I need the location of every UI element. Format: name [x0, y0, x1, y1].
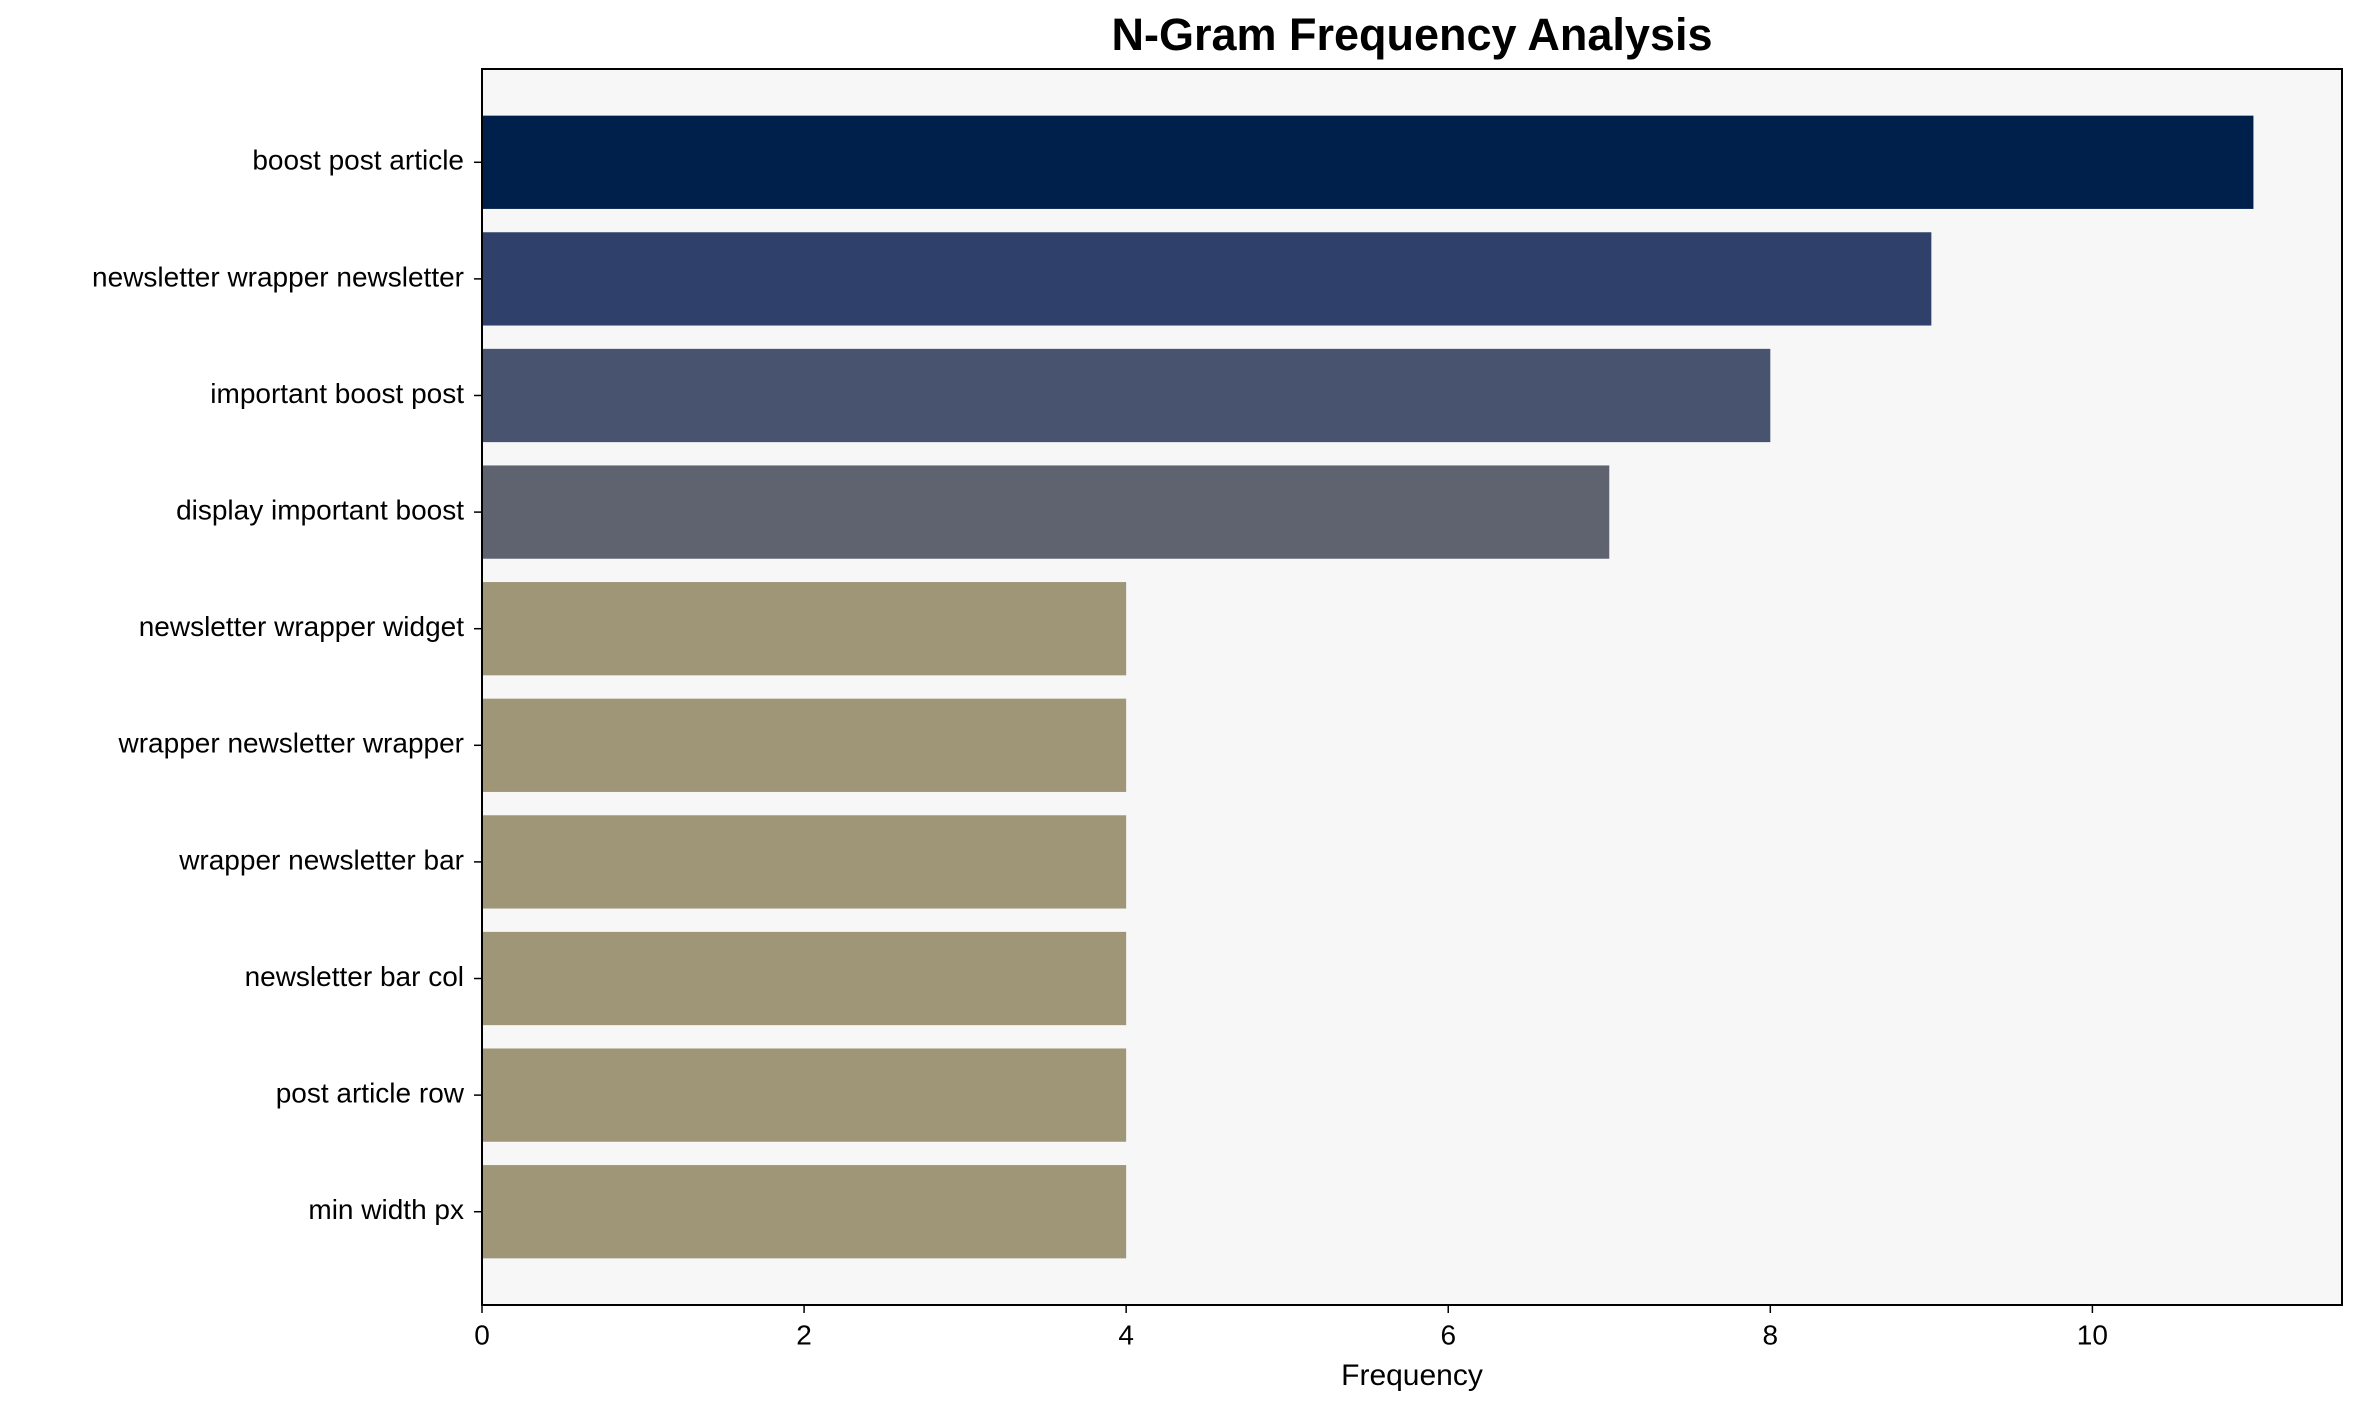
x-axis-label: Frequency	[1341, 1359, 1483, 1392]
x-tick-label: 2	[796, 1319, 812, 1350]
bar	[482, 931, 1127, 1026]
bar	[482, 348, 1771, 443]
bar	[482, 465, 1610, 559]
y-tick-label: important boost post	[210, 378, 464, 409]
bar	[482, 1048, 1127, 1142]
x-tick-label: 6	[1440, 1319, 1456, 1350]
y-tick-label: boost post article	[252, 145, 464, 176]
bar	[482, 582, 1127, 676]
y-tick-label: min width px	[308, 1194, 464, 1225]
bar	[482, 232, 1932, 326]
y-tick-label: newsletter bar col	[245, 961, 464, 992]
y-tick-label: newsletter wrapper widget	[139, 611, 464, 642]
bar	[482, 815, 1127, 909]
bar	[482, 1165, 1127, 1259]
x-tick-label: 8	[1763, 1319, 1779, 1350]
y-tick-label: display important boost	[176, 494, 464, 525]
bar	[482, 115, 2254, 209]
bar	[482, 698, 1127, 792]
x-tick-label: 4	[1118, 1319, 1134, 1350]
y-tick-label: wrapper newsletter bar	[178, 844, 464, 875]
y-tick-label: newsletter wrapper newsletter	[92, 261, 464, 292]
plot-frame	[481, 68, 2343, 1306]
x-tick-label: 0	[474, 1319, 490, 1350]
x-tick-label: 10	[2077, 1319, 2108, 1350]
y-tick-label: post article row	[276, 1078, 465, 1109]
y-tick-label: wrapper newsletter wrapper	[118, 728, 465, 759]
chart-title: N-Gram Frequency Analysis	[1111, 9, 1712, 60]
